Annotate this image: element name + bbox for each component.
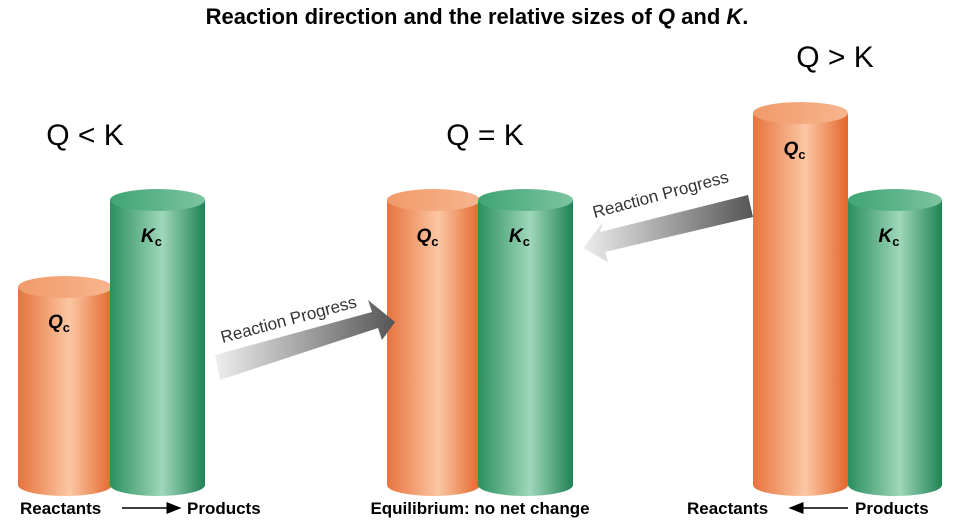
title-part: K (726, 4, 744, 29)
relation: Q < K (46, 119, 124, 152)
symbol: K (141, 226, 156, 247)
subscript: c (798, 147, 805, 162)
bar-label: Kc (141, 226, 162, 249)
footer-left: Reactants (687, 499, 768, 518)
symbol: Q (783, 139, 798, 160)
bar-label: Kc (509, 226, 530, 249)
cylinder-top (110, 189, 205, 211)
bar-label: Qc (48, 312, 70, 335)
title-part: . (742, 4, 748, 29)
relation: Q = K (446, 119, 524, 152)
subscript: c (63, 320, 70, 335)
symbol: Q (416, 226, 431, 247)
subscript: c (523, 234, 530, 249)
footer-left: Reactants (20, 499, 101, 518)
subscript: c (431, 234, 438, 249)
bar-label: Kc (879, 226, 900, 249)
cylinder-body (18, 287, 112, 496)
title-part: Reaction direction and the relative size… (206, 4, 658, 29)
cylinder-top (387, 189, 480, 211)
footer-right: Products (187, 499, 261, 518)
subscript: c (155, 234, 162, 249)
title-part: and (675, 4, 726, 29)
cylinder-body (387, 200, 480, 497)
bar-label: Qc (416, 226, 438, 249)
cylinder-top (848, 189, 942, 211)
title-part: Q (658, 4, 675, 29)
title: Reaction direction and the relative size… (206, 4, 749, 29)
cylinder-body (848, 200, 942, 496)
progress-arrow (583, 195, 753, 262)
cylinder-top (753, 102, 848, 124)
cylinder-body (478, 200, 573, 497)
cylinder-top (478, 189, 573, 211)
footer-right: Products (855, 499, 929, 518)
subscript: c (892, 234, 899, 249)
symbol: Q (48, 312, 63, 333)
symbol: K (509, 226, 524, 247)
cylinder-body (753, 113, 848, 497)
relation: Q > K (796, 41, 874, 74)
bar-label: Qc (783, 139, 805, 162)
symbol: K (879, 226, 894, 247)
footer: Equilibrium: no net change (370, 499, 589, 518)
cylinder-top (18, 276, 112, 298)
cylinder-body (110, 200, 205, 497)
progress-arrow (215, 300, 395, 380)
